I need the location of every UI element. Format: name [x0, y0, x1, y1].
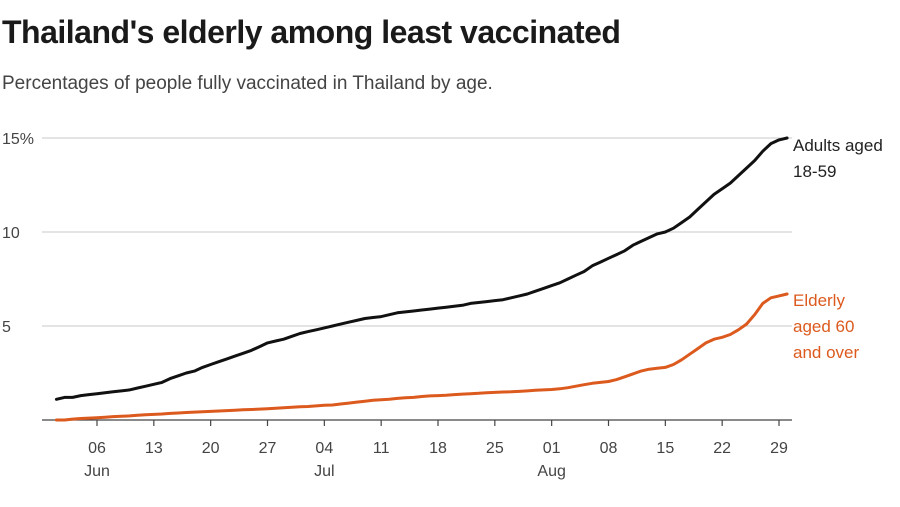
- y-tick-label: 5: [2, 319, 11, 336]
- x-tick-label: 04: [315, 440, 333, 457]
- x-tick-label: 15: [656, 440, 674, 457]
- series-label: and over: [793, 343, 859, 362]
- series-labels: Adults aged 18-59 Elderly aged 60 and over: [793, 136, 883, 362]
- series-label: aged 60: [793, 317, 854, 336]
- x-month-label: Jul: [314, 463, 334, 480]
- series-label: 18-59: [793, 162, 836, 181]
- series-lines: [54, 136, 789, 422]
- x-tick-label: 27: [259, 440, 277, 457]
- y-tick-label: 10: [2, 225, 20, 242]
- x-tick-label: 20: [202, 440, 220, 457]
- chart-title: Thailand's elderly among least vaccinate…: [2, 14, 621, 50]
- gridlines: [42, 137, 792, 327]
- x-tick-label: 25: [486, 440, 504, 457]
- series-line-adults-18-59: [54, 136, 789, 401]
- x-tick-label: 13: [145, 440, 163, 457]
- x-tick-label: 08: [600, 440, 618, 457]
- x-tick-label: 01: [543, 440, 561, 457]
- x-tick-label: 29: [770, 440, 788, 457]
- series-line-elderly-60-plus: [54, 292, 789, 422]
- series-label: Elderly: [793, 291, 845, 310]
- x-month-label: Jun: [84, 463, 110, 480]
- y-axis: 15% 10 5: [2, 131, 34, 336]
- x-axis: 06 Jun 13 20 27 04 Jul 11 18 25 01 Aug 08 15 22 29: [42, 419, 792, 480]
- chart-subtitle: Percentages of people fully vaccinated i…: [2, 73, 493, 94]
- x-month-label: Aug: [537, 463, 565, 480]
- series-label: Adults aged: [793, 136, 883, 155]
- x-tick-label: 22: [713, 440, 731, 457]
- y-tick-label: 15%: [2, 131, 34, 148]
- x-tick-label: 11: [373, 440, 390, 457]
- x-tick-label: 18: [429, 440, 447, 457]
- x-tick-label: 06: [88, 440, 106, 457]
